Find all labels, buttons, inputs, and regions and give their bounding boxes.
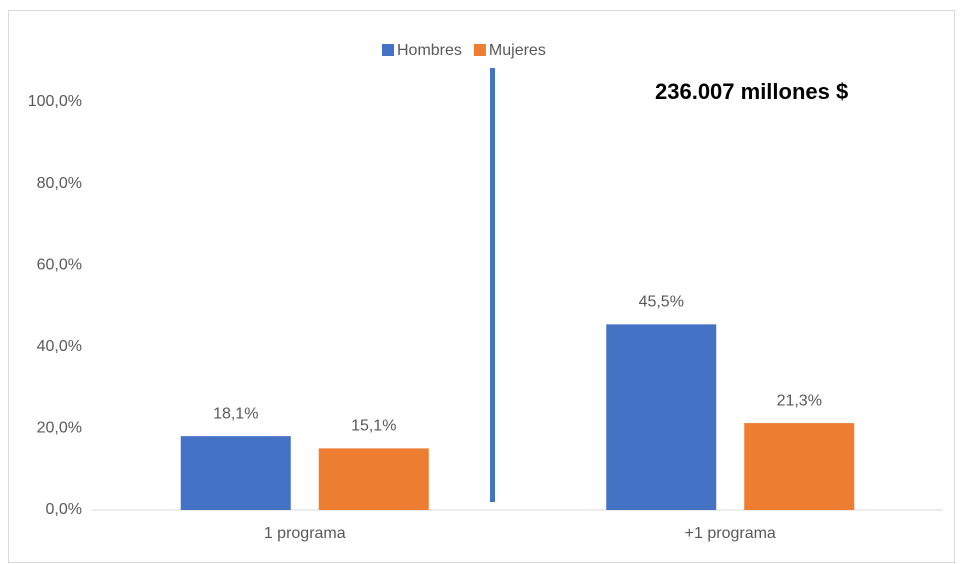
y-tick-label: 20,0% [37,420,82,437]
x-tick-label: 1 programa [264,525,346,542]
legend-swatch [382,44,394,56]
y-tick-label: 80,0% [37,175,82,192]
chart-frame [8,10,955,563]
bar [318,448,429,510]
x-tick-label: +1 programa [685,525,776,542]
value-label: 15,1% [351,418,396,435]
legend-swatch [473,44,486,56]
value-label: 21,3% [777,392,822,409]
y-tick-label: 40,0% [37,338,82,355]
legend-label: Mujeres [489,42,546,59]
bar [744,423,855,510]
legend-label: Hombres [397,42,462,59]
y-tick-label: 60,0% [37,256,82,273]
bar [606,324,717,510]
y-tick-label: 100,0% [28,93,82,110]
bar [180,436,291,510]
divider [490,68,495,502]
annotation: 236.007 millones $ [655,79,848,104]
y-tick-label: 0,0% [46,501,82,518]
value-label: 18,1% [213,405,258,422]
value-label: 45,5% [639,294,684,311]
